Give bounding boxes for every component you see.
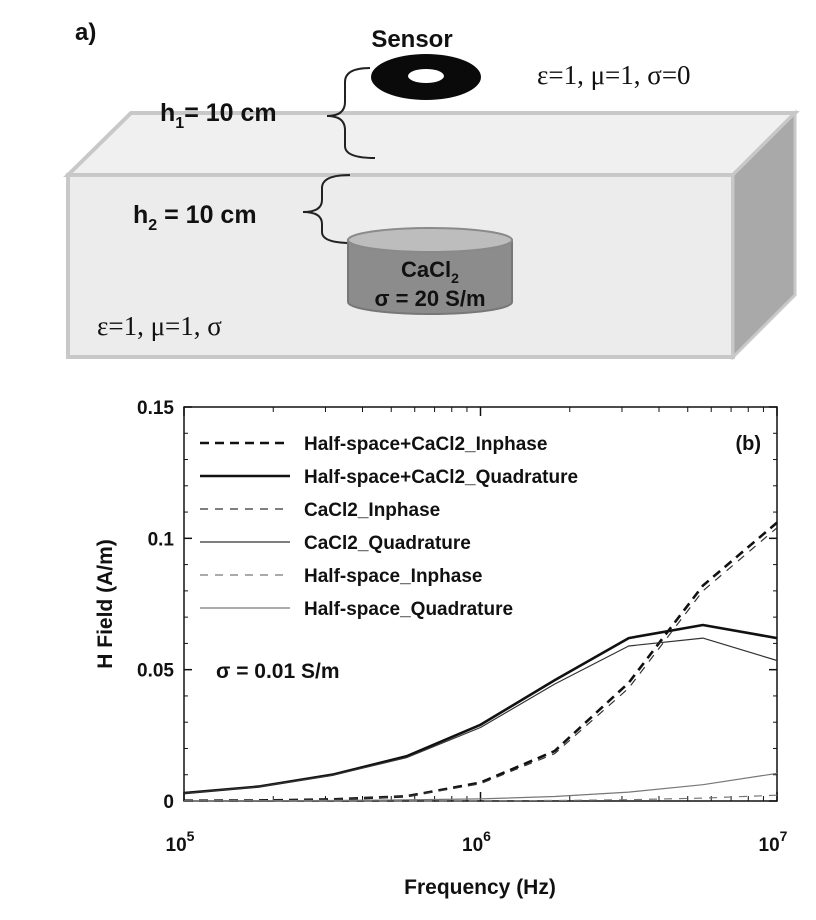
legend: Half-space+CaCl2_Inphase Half-space+CaCl2… (200, 434, 578, 620)
panel-label-a: a) (75, 19, 96, 46)
legend-label: CaCl2_Quadrature (304, 533, 471, 554)
legend-label: Half-space_Inphase (304, 566, 482, 587)
series-lines (183, 521, 778, 803)
sensor-label: Sensor (371, 26, 452, 53)
y-tick-label: 0 (163, 792, 174, 813)
h1-label: h1= 10 cm (160, 99, 277, 132)
x-tick-label: 106 (462, 828, 491, 856)
y-axis: 0 0.05 0.1 0.15 (137, 398, 777, 813)
air-properties: ε=1, μ=1, σ=0 (537, 60, 691, 90)
series-line-cacl2-quadrature (183, 637, 778, 794)
legend-label: Half-space+CaCl2_Quadrature (304, 467, 578, 488)
ground-properties: ε=1, μ=1, σ (97, 311, 222, 341)
y-tick-label: 0.1 (148, 529, 175, 550)
legend-label: Half-space_Quadrature (304, 599, 513, 620)
h1-brace (326, 67, 376, 159)
x-axis-title: Frequency (Hz) (404, 876, 556, 899)
series-line-cacl2-inphase (183, 527, 778, 802)
legend-label: CaCl2_Inphase (304, 500, 440, 521)
cacl2-cylinder (347, 227, 513, 315)
target-sigma: σ = 20 S/m (374, 286, 485, 311)
y-tick-label: 0.15 (137, 398, 174, 419)
sigma-annotation: σ = 0.01 S/m (216, 660, 340, 683)
x-tick-label: 105 (166, 828, 195, 856)
h2-brace (302, 174, 353, 244)
series-line-half-space-quadrature (183, 772, 778, 802)
sensor-ring-icon (371, 54, 481, 100)
y-axis-title: H Field (A/m) (94, 539, 117, 669)
h2-label: h2 = 10 cm (133, 201, 257, 234)
box-side-face (731, 109, 797, 361)
target-name: CaCl2 (401, 257, 459, 286)
chart-panel: 0 0.05 0.1 0.15 105 106 107 Half-space+CaCl2_… (94, 398, 788, 899)
legend-label: Half-space+CaCl2_Inphase (304, 434, 547, 455)
panel-label-b: (b) (735, 433, 761, 455)
x-tick-label: 107 (759, 828, 788, 856)
y-tick-label: 0.05 (137, 661, 174, 682)
x-axis: 105 106 107 (166, 407, 788, 856)
series-line-half-space-cacl2-quadrature (183, 623, 778, 795)
schematic-panel: a) Sensor ε=1, μ=1, σ=0 h1= 10 cm h2 = 1… (63, 19, 800, 361)
